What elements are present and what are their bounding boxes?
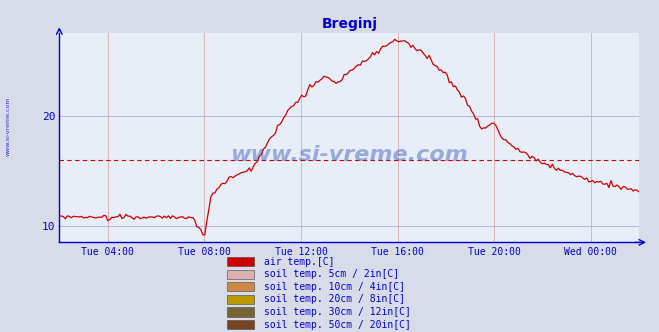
Text: soil temp. 5cm / 2in[C]: soil temp. 5cm / 2in[C] — [264, 269, 399, 279]
Text: soil temp. 10cm / 4in[C]: soil temp. 10cm / 4in[C] — [264, 282, 405, 292]
Text: www.si-vreme.com: www.si-vreme.com — [6, 96, 11, 156]
Text: soil temp. 20cm / 8in[C]: soil temp. 20cm / 8in[C] — [264, 294, 405, 304]
Text: air temp.[C]: air temp.[C] — [264, 257, 334, 267]
Text: www.si-vreme.com: www.si-vreme.com — [231, 144, 468, 165]
Text: soil temp. 50cm / 20in[C]: soil temp. 50cm / 20in[C] — [264, 320, 411, 330]
Title: Breginj: Breginj — [322, 17, 377, 31]
Text: soil temp. 30cm / 12in[C]: soil temp. 30cm / 12in[C] — [264, 307, 411, 317]
